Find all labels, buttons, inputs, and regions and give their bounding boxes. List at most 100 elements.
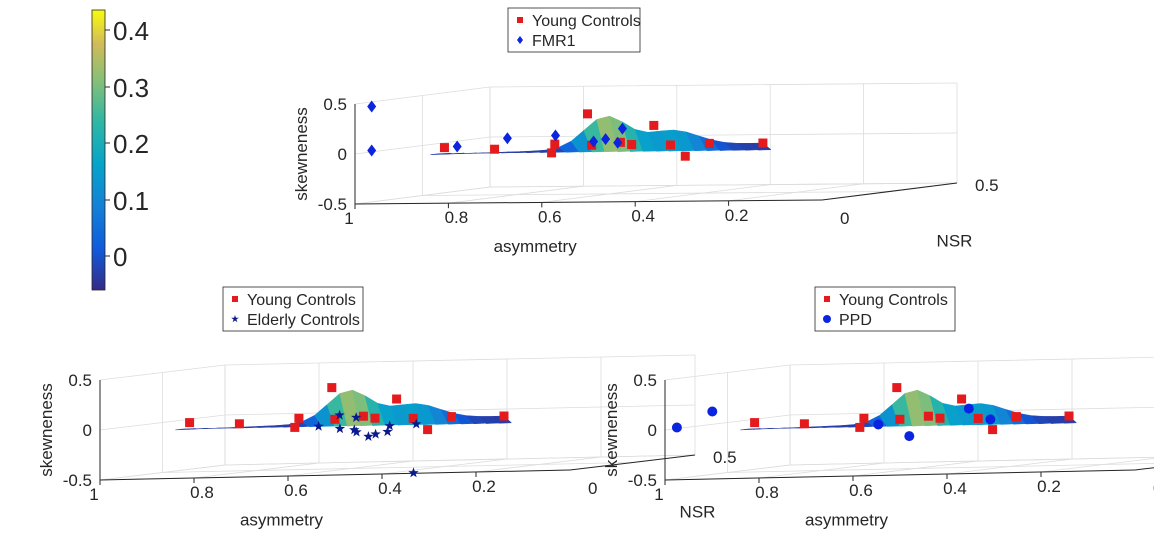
series-ppd	[671, 403, 996, 442]
data-point	[334, 409, 345, 420]
data-point	[499, 411, 509, 421]
z-tick-label: 0.5	[68, 371, 92, 390]
data-point	[446, 412, 456, 422]
data-point	[351, 426, 362, 437]
data-point	[408, 467, 419, 478]
x-tick-label: 0.4	[943, 479, 967, 498]
legend-marker	[232, 296, 238, 302]
legend-entry: Elderly Controls	[247, 312, 360, 329]
y-tick-label: 0.5	[975, 176, 999, 195]
data-point	[370, 428, 381, 439]
data-point	[411, 418, 422, 429]
data-point	[589, 135, 599, 148]
y-tick-label: 0	[588, 479, 597, 498]
data-point	[351, 412, 362, 422]
data-point	[290, 422, 300, 432]
z-axis-label: skewneness	[292, 107, 311, 201]
data-point	[582, 109, 592, 119]
legend-marker	[517, 36, 523, 44]
x-tick-label: 0.6	[538, 207, 562, 226]
z-tick-label: 0.5	[633, 371, 657, 390]
panel-bottom-right: 10.80.60.40.200.50.50-0.5asymmetryNSRske…	[602, 286, 1154, 530]
data-point	[294, 413, 304, 423]
colorbar-tick-0.3: 0.3	[113, 73, 149, 103]
x-tick-label: 0.8	[190, 483, 214, 502]
data-point	[587, 140, 597, 150]
data-point	[547, 148, 557, 158]
data-point	[895, 414, 905, 424]
legend: Young Controls FMR1	[507, 7, 641, 53]
data-point	[367, 100, 377, 113]
data-point	[370, 413, 380, 423]
data-point	[649, 120, 659, 130]
nsr-axis	[821, 182, 958, 201]
z-axis-label: skewneness	[602, 383, 621, 477]
data-point	[873, 419, 884, 430]
surface-patch	[443, 152, 465, 155]
data-point	[973, 413, 983, 423]
data-point	[423, 425, 433, 435]
colorbar-tick-0.2: 0.2	[113, 129, 149, 159]
surface-patch	[740, 428, 761, 431]
data-point	[855, 422, 865, 432]
legend-marker	[824, 296, 830, 302]
legend-marker	[823, 315, 831, 323]
z-tick-label: 0	[648, 421, 657, 440]
x-tick-label: 1	[654, 485, 663, 504]
asymmetry-axis	[99, 469, 571, 481]
data-point	[363, 431, 374, 441]
z-axis-label: skewneness	[37, 383, 56, 477]
x-tick-label: 0.2	[472, 477, 496, 496]
y-axis-label: NSR	[680, 503, 716, 522]
data-point	[330, 414, 340, 424]
legend-marker	[231, 315, 239, 323]
legend: Young Controls PPD	[814, 286, 956, 332]
data-point	[671, 422, 682, 433]
panel-bottom-left: 1 0.8 0.6 0.4 0.2 0 0.5 0.5 0 -0.5 asymmetry NSR ske…	[37, 286, 737, 530]
y-tick-label: 0	[840, 209, 849, 228]
z-tick-label: -0.5	[628, 471, 657, 490]
z-tick-label: 0	[83, 421, 92, 440]
legend-entry: Young Controls	[247, 292, 356, 309]
z-tick-label: 0	[338, 145, 347, 164]
x-tick-label: 0.4	[631, 207, 655, 226]
series-elderly-controls	[313, 409, 422, 478]
z-tick-label: -0.5	[318, 195, 347, 214]
data-point	[358, 411, 368, 421]
data-point	[923, 411, 933, 421]
x-tick-label: 1	[344, 209, 353, 228]
data-point	[349, 424, 360, 435]
data-point	[935, 413, 945, 423]
data-point	[327, 383, 337, 393]
data-point	[680, 151, 690, 161]
legend-entry: FMR1	[532, 33, 576, 50]
legend-entry: Young Controls	[839, 292, 948, 309]
data-point	[963, 403, 974, 414]
series-young-controls	[185, 383, 509, 435]
colorbar-tick-0.4: 0.4	[113, 16, 149, 46]
legend: Young Controls Elderly Controls	[222, 286, 364, 332]
data-point	[408, 413, 418, 423]
data-point	[1011, 412, 1021, 422]
surface-patch	[430, 152, 452, 155]
x-tick-label: 1	[89, 485, 98, 504]
x-tick-label: 0.8	[445, 208, 469, 227]
y-tick-label: 0.5	[713, 448, 737, 467]
data-point	[551, 129, 560, 142]
data-point	[904, 431, 915, 442]
data-point	[601, 133, 611, 146]
x-axis-label: asymmetry	[805, 511, 889, 530]
data-point	[666, 140, 676, 150]
data-point	[859, 413, 869, 423]
colorbar: 0.4 0.3 0.2 0.1 0	[91, 9, 149, 291]
x-axis-label: asymmetry	[494, 237, 578, 256]
data-point	[1064, 411, 1074, 421]
x-tick-label: 0.6	[284, 481, 308, 500]
data-point	[234, 419, 244, 429]
legend-entry: PPD	[839, 312, 872, 329]
data-point	[617, 122, 627, 135]
colorbar-tick-0: 0	[113, 242, 127, 272]
data-point	[799, 419, 809, 429]
data-point	[384, 420, 395, 431]
